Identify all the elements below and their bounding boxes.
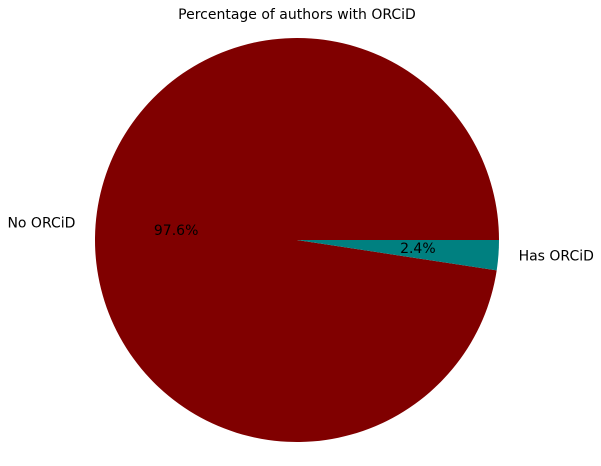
pie-value-label: 97.6% xyxy=(154,223,198,239)
chart-title: Percentage of authors with ORCiD xyxy=(178,7,416,23)
pie-value-label: 2.4% xyxy=(400,241,436,257)
pie-category-label: Has ORCiD xyxy=(519,249,594,265)
pie-slices xyxy=(95,37,500,442)
pie-category-label: No ORCiD xyxy=(7,215,75,231)
pie-labels: No ORCiD 97.6% Has ORCiD 2.4% xyxy=(7,215,593,264)
pie-slice-no-orcid xyxy=(95,37,500,442)
pie-slice-has-orcid xyxy=(297,240,500,271)
